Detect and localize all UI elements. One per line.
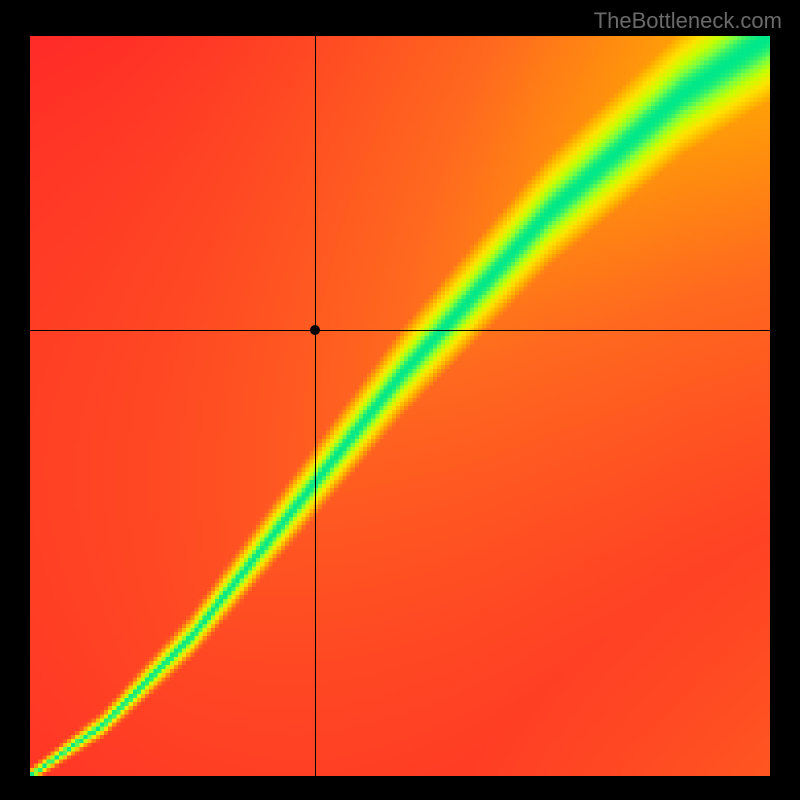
- heatmap-plot: [30, 36, 770, 776]
- crosshair-horizontal: [30, 330, 770, 331]
- crosshair-vertical: [315, 36, 316, 776]
- heatmap-canvas: [30, 36, 770, 776]
- watermark-text: TheBottleneck.com: [594, 8, 782, 34]
- crosshair-marker: [310, 325, 320, 335]
